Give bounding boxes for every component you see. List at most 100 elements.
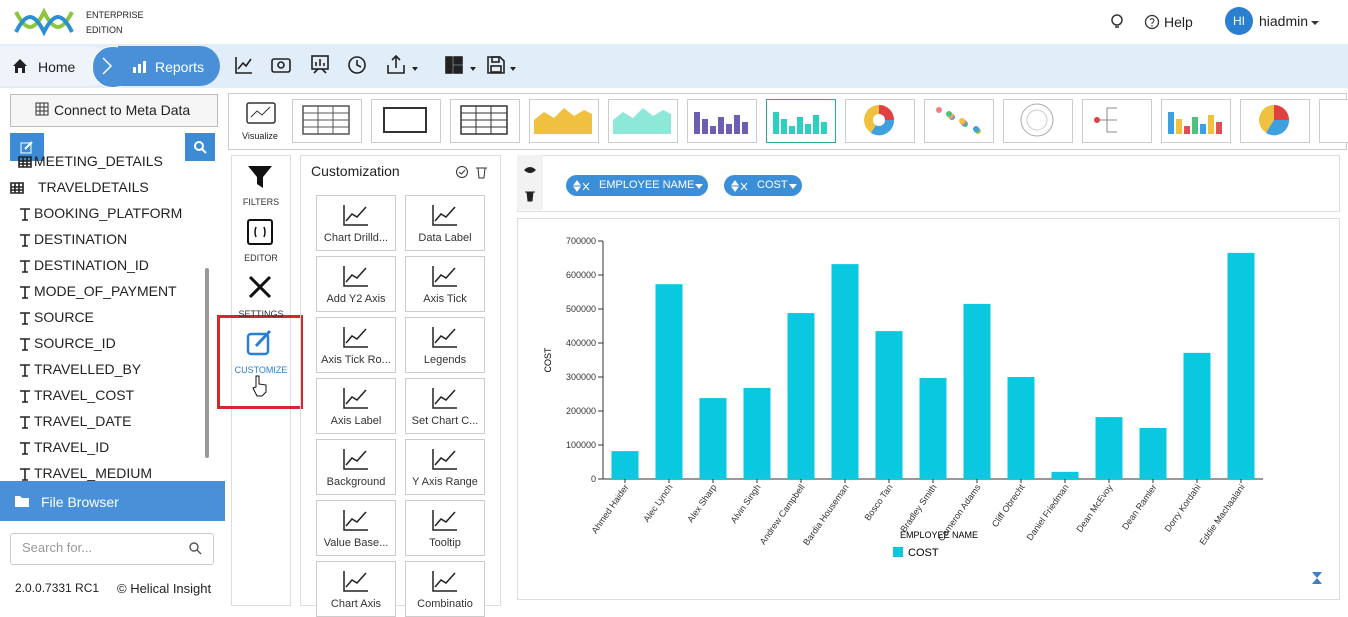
customize-icon[interactable] xyxy=(246,328,274,358)
tool-label[interactable]: SETTINGS xyxy=(238,309,284,319)
customization-item[interactable]: Add Y2 Axis xyxy=(316,256,396,312)
bar xyxy=(919,378,947,479)
y-tick-label: 0 xyxy=(591,474,596,484)
tree-icon xyxy=(20,364,30,377)
help-icon[interactable] xyxy=(1144,14,1160,30)
customization-item[interactable]: Chart Axis xyxy=(316,561,396,617)
customization-item[interactable]: Chart Drilld... xyxy=(316,195,396,251)
customization-item[interactable]: Axis Tick xyxy=(405,256,485,312)
tree-item[interactable]: SOURCE_ID xyxy=(34,335,116,351)
thumb-icon xyxy=(1168,112,1222,134)
customization-item[interactable]: Tooltip xyxy=(405,500,485,556)
thumb-icon xyxy=(613,108,671,134)
chart-type-thumb[interactable] xyxy=(1161,99,1231,143)
tree-icon xyxy=(20,390,30,403)
chart-type-thumb[interactable] xyxy=(1240,99,1310,143)
thumb-icon xyxy=(383,107,427,133)
tree-item[interactable]: BOOKING_PLATFORM xyxy=(34,205,183,221)
chart-type-thumb[interactable] xyxy=(924,99,994,143)
tree-item[interactable]: TRAVEL_COST xyxy=(34,387,135,403)
bar xyxy=(1007,377,1035,479)
tree-item[interactable]: SOURCE xyxy=(34,309,94,325)
tree-item[interactable]: TRAVEL_ID xyxy=(34,439,110,455)
customization-item[interactable]: Axis Label xyxy=(316,378,396,434)
chart-type-thumb[interactable] xyxy=(450,99,520,143)
thumb-icon xyxy=(302,105,350,135)
chart-type-thumb[interactable] xyxy=(1003,99,1073,143)
tree-icon xyxy=(20,234,30,247)
folder-icon xyxy=(15,496,29,507)
x-tick-label: Daniel Friedman xyxy=(1025,482,1071,542)
filter-icon[interactable] xyxy=(246,163,274,191)
theme-icon[interactable] xyxy=(1108,12,1126,30)
scrollbar[interactable] xyxy=(205,268,209,458)
customization-label: Background xyxy=(326,476,386,488)
chart-type-thumb[interactable] xyxy=(1319,99,1348,143)
customization-label: Tooltip xyxy=(429,537,461,549)
customization-label: Combinatio xyxy=(417,598,473,610)
fields-icons[interactable] xyxy=(523,164,537,204)
tree-item[interactable]: MODE_OF_PAYMENT xyxy=(34,283,177,299)
field-pill[interactable]: COST xyxy=(724,175,802,196)
search-button[interactable] xyxy=(185,133,215,161)
file-browser[interactable]: File Browser xyxy=(41,494,119,510)
customization-item[interactable]: Legends xyxy=(405,317,485,373)
tree-item[interactable]: TRAVEL_MEDIUM xyxy=(34,465,152,481)
tree-item[interactable]: TRAVEL_DATE xyxy=(34,413,132,429)
help[interactable]: Help xyxy=(1164,14,1193,30)
editor-icon[interactable] xyxy=(246,218,274,246)
customization-item[interactable]: Background xyxy=(316,439,396,495)
customization-item[interactable]: Data Label xyxy=(405,195,485,251)
reports[interactable]: Reports xyxy=(155,59,205,75)
tree-icon xyxy=(20,338,30,351)
tool-label[interactable]: CUSTOMIZE xyxy=(234,365,288,375)
customization-item[interactable]: Value Base... xyxy=(316,500,396,556)
chart-type-thumb[interactable] xyxy=(292,99,362,143)
chart-type-thumb[interactable] xyxy=(1082,99,1152,143)
chart-type-thumb[interactable] xyxy=(371,99,441,143)
customization-label: Y Axis Range xyxy=(412,476,478,488)
panel-actions[interactable] xyxy=(455,165,489,179)
connect-label[interactable]: Connect to Meta Data xyxy=(54,102,191,118)
file-browser-bar[interactable] xyxy=(0,481,225,521)
bar xyxy=(963,303,991,479)
y-tick-label: 100000 xyxy=(566,440,596,450)
chart-type-thumb[interactable] xyxy=(766,99,836,143)
reports-tab[interactable] xyxy=(118,46,220,86)
toolbar[interactable] xyxy=(232,53,522,79)
avatar[interactable]: HI xyxy=(1225,7,1253,35)
chart-type-thumb[interactable] xyxy=(529,99,599,143)
x-tick-label: Bardia Houseman xyxy=(801,482,851,547)
visualize-icon[interactable] xyxy=(245,101,277,125)
field-name: COST xyxy=(757,179,788,191)
visualize[interactable]: Visualize xyxy=(242,131,278,141)
bar xyxy=(1051,471,1079,479)
search-placeholder[interactable]: Search for... xyxy=(22,540,93,555)
tree-item[interactable]: MEETING_DETAILS xyxy=(34,153,163,169)
tree-icon xyxy=(10,182,24,194)
customization-item[interactable]: Set Chart C... xyxy=(405,378,485,434)
user[interactable]: hiadmin xyxy=(1259,13,1309,29)
customization-item[interactable]: Axis Tick Ro... xyxy=(316,317,396,373)
tree-item[interactable]: TRAVELDETAILS xyxy=(38,179,149,195)
tool-label[interactable]: FILTERS xyxy=(242,197,280,207)
search-box[interactable] xyxy=(10,533,214,565)
tree-item[interactable]: DESTINATION xyxy=(34,231,128,247)
field-pill[interactable]: EMPLOYEE NAME xyxy=(566,175,709,196)
tree-item[interactable]: TRAVELLED_BY xyxy=(34,361,142,377)
customization-item[interactable]: Y Axis Range xyxy=(405,439,485,495)
chart: 0 100000 200000 300000 400000 500000 600000 700… xyxy=(543,236,1263,559)
home[interactable]: Home xyxy=(38,59,76,75)
settings-icon[interactable] xyxy=(246,273,274,301)
chart-type-thumb[interactable] xyxy=(845,99,915,143)
chart-type-thumb[interactable] xyxy=(687,99,757,143)
chart-type-thumb[interactable] xyxy=(608,99,678,143)
tool-label[interactable]: EDITOR xyxy=(244,253,278,263)
item-icon xyxy=(432,266,457,287)
bar xyxy=(611,451,639,479)
item-icon xyxy=(432,327,457,348)
customization-item[interactable]: Combinatio xyxy=(405,561,485,617)
tree-item[interactable]: DESTINATION_ID xyxy=(34,257,149,273)
item-icon xyxy=(432,205,457,226)
bar xyxy=(1139,428,1167,479)
